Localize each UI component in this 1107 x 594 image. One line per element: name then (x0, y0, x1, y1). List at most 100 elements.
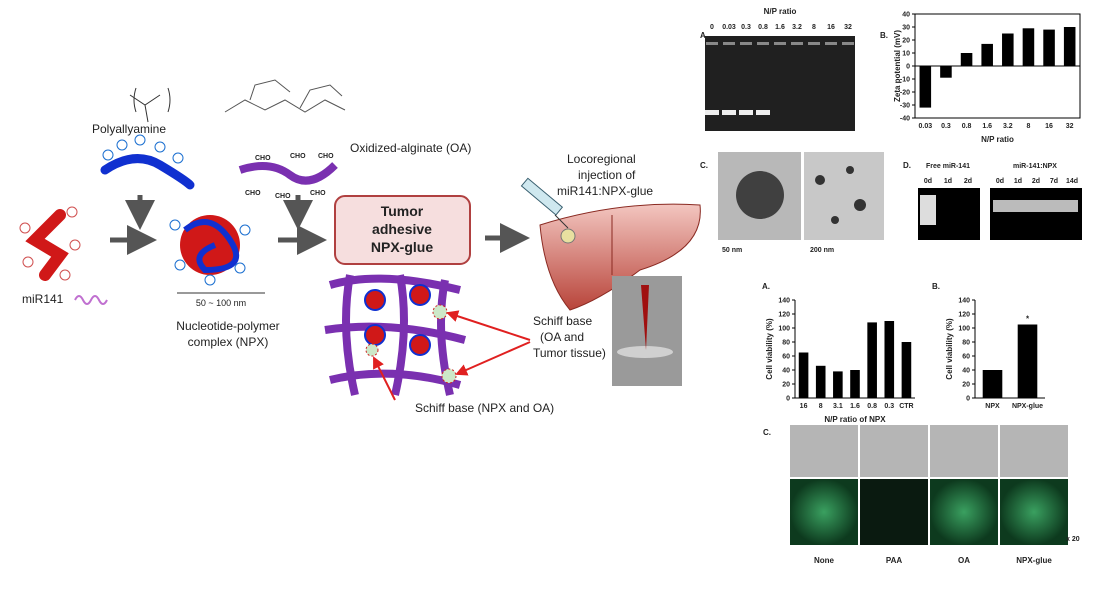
y-axis-label: Cell viability (%) (945, 318, 954, 380)
bar (1002, 33, 1014, 66)
bar (884, 321, 895, 398)
gel-band (756, 110, 770, 115)
gel-title: N/P ratio (764, 7, 797, 16)
x-tick-label: 3.2 (1003, 123, 1013, 130)
panel-label: C. (700, 161, 708, 170)
gel-band (739, 110, 753, 115)
oa-structure (224, 79, 346, 113)
fluorescence (860, 479, 928, 545)
plus-charges (102, 134, 184, 164)
brightfield (930, 425, 998, 477)
x-axis-label: N/P ratio (981, 135, 1014, 144)
bar (1017, 324, 1038, 398)
panel-label: A. (762, 282, 770, 291)
label: Locoregional (567, 152, 636, 166)
brightfield (860, 425, 928, 477)
lane-label: 32 (844, 24, 852, 31)
x-tick-label: 16 (1045, 123, 1053, 130)
x-tick-label: 0.03 (919, 123, 933, 130)
y-tick-label: 120 (958, 312, 970, 319)
cho: CHO (290, 153, 306, 160)
lane-label: 8 (812, 24, 816, 31)
gel-band (722, 110, 736, 115)
bar (1043, 29, 1055, 67)
x-tick-label: 0.3 (884, 403, 894, 410)
minus-charges (19, 206, 81, 281)
y-tick-label: 60 (782, 354, 790, 361)
fluorescence (930, 479, 998, 545)
cho: CHO (318, 153, 334, 160)
lane-label: 2d (964, 178, 972, 185)
lane-label: 0 (710, 24, 714, 31)
mirna (25, 209, 69, 281)
y-tick-label: 120 (778, 312, 790, 319)
y-tick-label: -10 (900, 77, 910, 84)
y-tick-label: 140 (778, 298, 790, 305)
lane-label: 1d (1014, 178, 1022, 185)
bar (919, 66, 932, 108)
pa-structure (129, 87, 171, 123)
lane-label: 16 (827, 24, 835, 31)
y-tick-label: 10 (902, 51, 910, 58)
y-tick-label: 20 (782, 382, 790, 389)
bar (850, 370, 860, 398)
panel-label: B. (932, 282, 940, 291)
lane-label: 0.3 (741, 24, 751, 31)
x-tick-label: NPX-glue (1012, 403, 1043, 410)
lane-label: 7d (1050, 178, 1058, 185)
well (842, 42, 854, 45)
well (740, 42, 752, 45)
glue-box (334, 195, 471, 265)
magnification: x 20 (1066, 536, 1080, 543)
label: miR141 (22, 292, 64, 306)
brightfield (790, 425, 858, 477)
bar (798, 352, 809, 398)
cho: CHO (245, 190, 261, 197)
fluorescence (790, 479, 858, 545)
group-label: miR-141:NPX (1013, 163, 1057, 170)
bar (867, 322, 877, 398)
label: Tumor (381, 203, 424, 219)
y-tick-label: 100 (958, 326, 970, 333)
x-axis-label: N/P ratio of NPX (824, 415, 886, 424)
bar (960, 53, 973, 66)
lane-label: 0.03 (722, 24, 736, 31)
group-label: Free miR-141 (926, 163, 970, 170)
panel-label: B. (880, 31, 888, 40)
pointer (373, 310, 531, 401)
x-tick-label: 0.8 (962, 123, 972, 130)
x-tick-label: 32 (1066, 123, 1074, 130)
scale-label: 50 nm (722, 247, 742, 254)
x-tick-label: 8 (1026, 123, 1030, 130)
gel (990, 188, 1082, 240)
lane-label: 0.8 (758, 24, 768, 31)
cho: CHO (255, 155, 271, 162)
cho: CHO (275, 193, 291, 200)
y-tick-label: 40 (782, 368, 790, 375)
npx (169, 215, 251, 286)
column-label: PAA (886, 556, 903, 565)
column-label: OA (958, 556, 970, 565)
x-tick-label: 0.8 (867, 403, 877, 410)
bar (833, 371, 843, 398)
oa-chain (238, 162, 338, 185)
helix (74, 295, 108, 305)
lane-label: 0d (996, 178, 1004, 185)
well (774, 42, 786, 45)
panel-label: D. (903, 161, 911, 170)
label: (OA and (540, 330, 584, 344)
label: Nucleotide-polymer (176, 319, 279, 333)
bar (1063, 27, 1076, 66)
lane-label: 3.2 (792, 24, 802, 31)
tem-image (804, 152, 884, 240)
y-tick-label: -40 (900, 116, 910, 123)
well (791, 42, 803, 45)
gel-band (920, 195, 936, 225)
y-axis-label: Cell viability (%) (765, 318, 774, 380)
y-tick-label: -30 (900, 103, 910, 110)
lane-label: 1.6 (775, 24, 785, 31)
plot-frame (914, 13, 1081, 119)
liver (539, 203, 701, 311)
bar (982, 370, 1003, 398)
